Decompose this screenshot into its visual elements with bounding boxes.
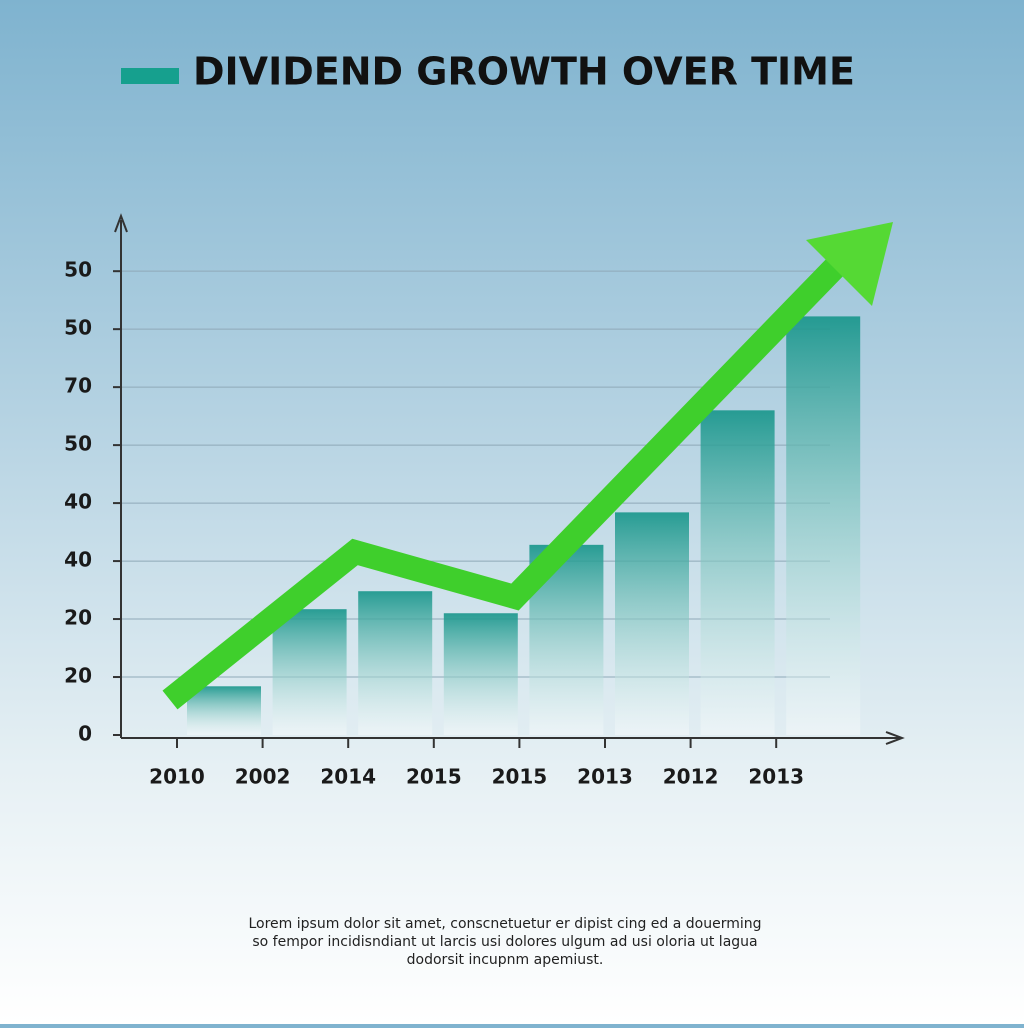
trend-arrow xyxy=(162,253,849,710)
y-tick-label: 50 xyxy=(64,316,92,340)
chart-title: DIVIDEND GROWTH OVER TIME xyxy=(193,50,855,94)
bar xyxy=(615,512,689,735)
trend-arrow-head xyxy=(806,222,893,306)
y-tick-label: 0 xyxy=(78,722,92,746)
x-tick-label: 2002 xyxy=(235,765,291,789)
bar xyxy=(272,609,347,735)
y-tick-label: 40 xyxy=(64,548,92,572)
bar xyxy=(187,686,261,735)
x-tick-label: 2015 xyxy=(492,765,548,789)
bar xyxy=(358,591,433,735)
footnote-line: dodorsit incupnm apemiust. xyxy=(407,952,604,968)
bar xyxy=(700,410,775,735)
x-tick-label: 2012 xyxy=(663,765,719,789)
x-tick-label: 2013 xyxy=(748,765,804,789)
footnote-line: so fempor incidisndiant ut larcis usi do… xyxy=(252,934,757,950)
y-tick-label: 20 xyxy=(64,606,92,630)
y-tick-label: 50 xyxy=(64,258,92,282)
x-tick-label: 2010 xyxy=(149,765,205,789)
bar xyxy=(443,613,518,735)
x-tick-label: 2014 xyxy=(320,765,376,789)
y-tick-label: 40 xyxy=(64,490,92,514)
y-tick-label: 70 xyxy=(64,374,92,398)
x-axis-arrow xyxy=(885,731,905,745)
y-tick-label: 50 xyxy=(64,432,92,456)
y-axis-arrow xyxy=(114,213,128,233)
y-tick-label: 20 xyxy=(64,664,92,688)
bar xyxy=(786,316,861,735)
x-tick-label: 2015 xyxy=(406,765,462,789)
footnote-line: Lorem ipsum dolor sit amet, conscnetuetu… xyxy=(248,916,761,932)
x-tick-label: 2013 xyxy=(577,765,633,789)
title-marker xyxy=(121,68,179,84)
